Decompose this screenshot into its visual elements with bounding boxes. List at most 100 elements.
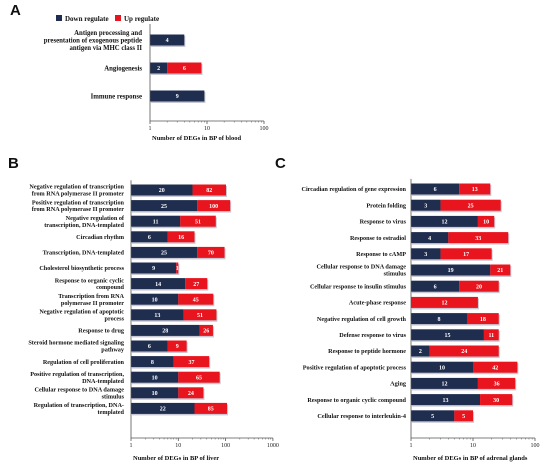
bar-up [459,183,491,195]
legend-down-label: Down regulate [65,15,109,23]
bar-down [131,356,174,368]
category-label: from RNA polymerase II promoter [32,206,124,213]
data-label-down: 6 [434,284,437,290]
data-label-up: 37 [188,360,194,366]
bar-down [131,184,193,196]
bar-up [167,62,202,74]
data-label-down: 20 [159,188,165,194]
x-tick-label: 10 [204,126,210,132]
bar-up [178,387,204,399]
data-label-up: 24 [188,391,194,397]
category-label: Antigen processing and [74,30,142,37]
x-tick-label: 10 [470,443,476,449]
category-label: antigen via MHC class II [69,45,142,52]
panel-letter: C [275,155,286,172]
bar-up [185,278,208,290]
bar-up [167,340,187,352]
legend-up-swatch [115,15,121,21]
legend: Down regulate Up regulate [56,15,159,23]
data-label-down: 4 [166,38,169,44]
category-label: Steroid hormone mediated signaling [28,340,125,347]
bar-down [131,324,200,336]
bar-up [176,262,179,274]
data-label-down: 14 [155,282,161,288]
category-label: Cellular response to DNA damage [317,264,407,271]
category-label: Response to peptide hormone [328,348,406,355]
category-label: Regulation of transcription, DNA- [34,402,124,409]
data-label-down: 9 [152,266,155,272]
category-label: Negative regulation of [66,215,125,222]
bar-down [411,215,478,227]
data-label-down: 12 [441,220,447,226]
data-label-down: 5 [431,414,434,420]
category-label: Positive regulation of apoptotic process [303,364,407,371]
data-label-up: 85 [208,407,214,413]
bar-up [194,402,227,414]
bar-down [150,62,168,74]
bar-down [131,402,195,414]
data-label-down: 10 [439,365,445,371]
x-axis-label: Number of DEGs in BP of liver [133,455,219,462]
bar-up [490,264,511,276]
bar-up [480,394,513,406]
data-label-up: 70 [208,251,214,257]
bar-up [173,356,210,368]
x-axis-label: Number of DEGs in BP of adrenal glands [413,455,528,462]
bar-down [411,361,473,373]
bar-down [131,215,181,227]
bar-up [459,280,499,292]
data-label-down: 2 [157,66,160,72]
panel-letter: B [8,155,19,172]
data-label-down: 15 [444,333,450,339]
x-tick-label: 1 [410,443,413,449]
bar-down [411,183,460,195]
bar-up [440,199,501,211]
bar-down [131,246,198,258]
data-label-up: 65 [196,375,202,381]
bar-down [411,394,481,406]
x-tick-label: 100 [221,443,230,449]
bar-up [477,215,495,227]
category-label: Transcription, DNA-templated [43,250,125,257]
bar-up [192,184,227,196]
data-label-up: 26 [203,329,209,335]
data-label-down: 13 [443,398,449,404]
data-label-down: 9 [176,94,179,100]
category-label: Response to organic cyclic compound [307,397,406,404]
category-label: Protein folding [366,202,406,209]
bar-up [180,215,216,227]
data-label-down: 6 [148,235,151,241]
bar-up [411,296,478,308]
data-label-down: 13 [154,313,160,319]
bar-down [411,329,484,341]
category-label: Response to drug [78,328,125,335]
data-label-up: 45 [193,297,199,303]
category-label: Regulation of cell proliferation [43,359,125,366]
panel-c-chart: C 6 13 Circadian regulation of gene express… [275,155,540,462]
category-label: Immune response [91,93,142,100]
data-label-down: 25 [161,251,167,257]
category-label: DNA-templated [82,378,124,385]
x-tick-label: 100 [531,443,540,449]
data-label-up: 5 [462,414,465,420]
bar-up [178,371,220,383]
data-label-up: 20 [476,284,482,290]
data-label-down: 12 [441,382,447,388]
category-label: Positive regulation of transcription, [30,371,124,378]
category-label: Circadian regulation of gene expression [301,186,406,193]
bar-up [483,329,499,341]
legend-down-swatch [56,15,62,21]
category-label: templated [98,409,125,416]
data-label-up: 82 [206,188,212,194]
category-label: Angiogenesis [104,65,142,72]
x-tick-label: 1000 [267,443,279,449]
data-label-up: 51 [195,219,201,225]
category-label: process [105,315,125,322]
bar-down [411,264,491,276]
category-label: Acute-phase response [349,300,406,307]
bar-up [440,248,492,260]
data-label-down: 4 [428,236,431,242]
data-label-up: 10 [483,220,489,226]
